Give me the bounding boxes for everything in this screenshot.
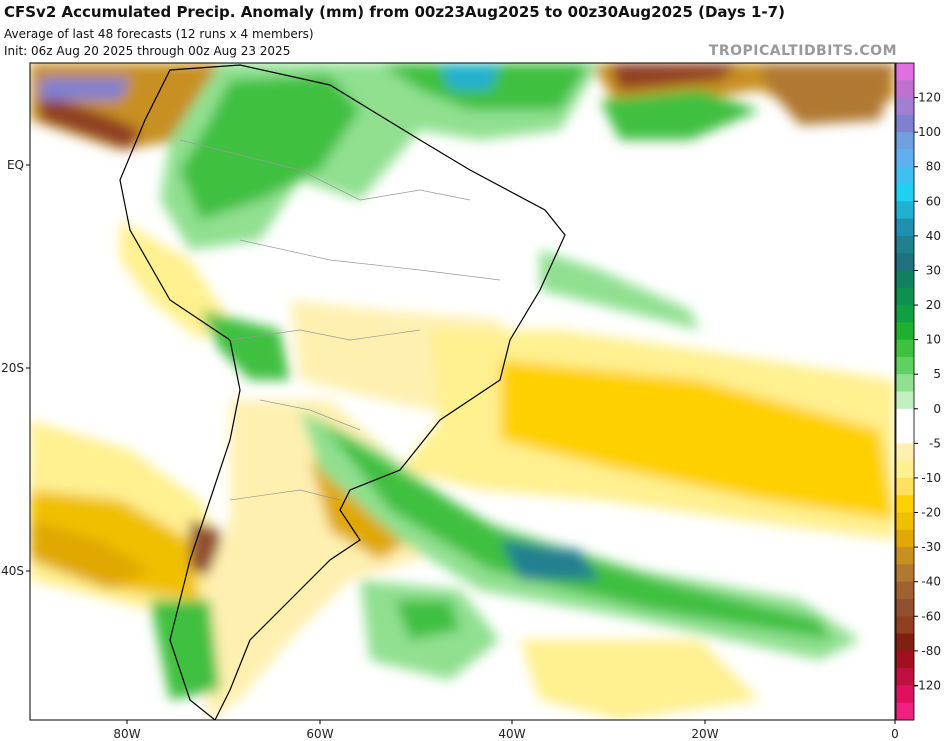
colorbar: 120 100 80 60 40 30 20 10 5 0 -5 -10 -20 -30 -40 -60 -80…: [895, 62, 941, 721]
colorbar-label: 100: [918, 125, 941, 139]
colorbar-cell: [896, 374, 914, 392]
watermark: TROPICALTIDBITS.COM: [708, 43, 897, 59]
colorbar-cell: [896, 477, 914, 496]
colorbar-label: 60: [926, 194, 941, 208]
colorbar-label: 80: [926, 160, 941, 174]
colorbar-cell: [896, 443, 914, 462]
lat-label: 40S: [1, 564, 24, 578]
colorbar-cell: [896, 114, 914, 133]
colorbar-label: 10: [926, 333, 941, 347]
colorbar-cell: [896, 166, 914, 185]
colorbar-cell: [896, 63, 914, 81]
lon-label: 0: [891, 727, 899, 741]
subtitle: Average of last 48 forecasts (12 runs x …: [4, 27, 314, 41]
colorbar-cell: [896, 218, 914, 237]
colorbar-label: -80: [921, 644, 941, 658]
colorbar-cell: [896, 581, 914, 600]
colorbar-cell: [896, 668, 914, 686]
colorbar-cell: [896, 564, 914, 583]
colorbar-cell: [896, 650, 914, 669]
colorbar-label: -30: [921, 540, 941, 554]
title: CFSv2 Accumulated Precip. Anomaly (mm) f…: [4, 3, 785, 21]
lon-label: 80W: [113, 727, 140, 741]
colorbar-cell: [896, 512, 914, 531]
colorbar-cell: [896, 702, 914, 721]
colorbar-cell: [896, 460, 914, 479]
colorbar-cell: [896, 270, 914, 289]
colorbar-label: -5: [929, 436, 941, 450]
colorbar-cell: [896, 391, 914, 410]
colorbar-cell: [896, 685, 914, 704]
colorbar-cell: [896, 235, 914, 254]
colorbar-label: 5: [933, 367, 941, 381]
colorbar-cell: [896, 97, 914, 116]
colorbar-cell: [896, 287, 914, 306]
colorbar-label: -20: [921, 506, 941, 520]
colorbar-label: 0: [933, 402, 941, 416]
colorbar-label: -60: [921, 609, 941, 623]
colorbar-cell: [896, 408, 914, 427]
colorbar-cell: [896, 339, 914, 358]
colorbar-cell: [896, 305, 914, 323]
colorbar-cell: [896, 495, 914, 514]
colorbar-cell: [896, 633, 914, 652]
lat-label: EQ: [7, 158, 24, 172]
init-text: Init: 06z Aug 20 2025 through 00z Aug 23…: [4, 44, 291, 58]
colorbar-cell: [896, 184, 914, 202]
colorbar-label: -120: [914, 678, 941, 692]
colorbar-cell: [896, 547, 914, 565]
colorbar-cell: [896, 356, 914, 375]
colorbar-frame: [895, 62, 915, 721]
colorbar-label: 40: [926, 229, 941, 243]
colorbar-cell: [896, 426, 914, 444]
colorbar-label: 30: [926, 263, 941, 277]
colorbar-label: 120: [918, 91, 941, 105]
colorbar-label: -10: [921, 471, 941, 485]
lat-label: 20S: [1, 361, 24, 375]
axes: EQ 20S 40S 80W 60W 40W 20W 0: [1, 158, 899, 741]
colorbar-label: 20: [926, 298, 941, 312]
colorbar-cell: [896, 598, 914, 617]
colorbar-cell: [896, 529, 914, 548]
colorbar-cell: [896, 80, 914, 99]
colorbar-cell: [896, 253, 914, 271]
colorbar-cell: [896, 149, 914, 168]
colorbar-cell: [896, 322, 914, 341]
colorbar-cell: [896, 132, 914, 150]
lon-label: 20W: [691, 727, 718, 741]
lon-label: 40W: [498, 727, 525, 741]
colorbar-cell: [896, 201, 914, 220]
anomaly-field: [30, 63, 895, 720]
colorbar-cell: [896, 616, 914, 635]
lon-label: 60W: [306, 727, 333, 741]
colorbar-label: -40: [921, 575, 941, 589]
